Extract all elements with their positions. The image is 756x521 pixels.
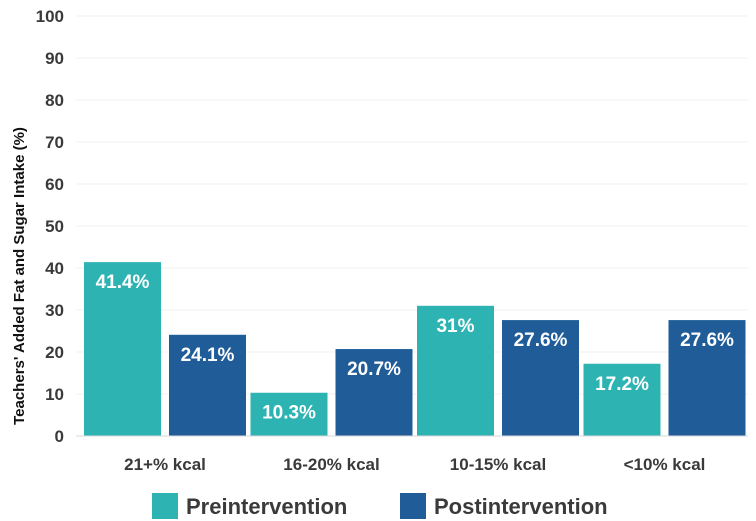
data-label: 27.6% [514,330,568,351]
x-tick-label: 10-15% kcal [450,455,546,474]
data-label: 41.4% [96,272,150,293]
y-tick-label: 40 [45,259,64,278]
x-tick-label: 21+% kcal [124,455,206,474]
legend-swatch-postintervention [400,493,426,519]
legend-label: Preintervention [186,494,347,519]
data-label: 10.3% [262,403,316,424]
data-label: 17.2% [595,374,649,395]
y-tick-label: 20 [45,343,64,362]
x-axis-categories: 21+% kcal 16-20% kcal 10-15% kcal <10% kcal [124,455,705,474]
y-tick-label: 0 [55,427,64,446]
bar-preintervention-0 [84,262,161,436]
y-tick-label: 80 [45,91,64,110]
data-label: 24.1% [181,345,235,366]
data-label: 27.6% [680,330,734,351]
y-tick-label: 60 [45,175,64,194]
y-axis-ticks: 0 10 20 30 40 50 60 70 80 90 100 [36,7,64,446]
data-label: 31% [436,316,474,337]
legend: Preintervention Postintervention [152,493,608,519]
bar-preintervention-3 [583,363,661,436]
y-tick-label: 100 [36,7,64,26]
y-axis-label: Teachers' Added Fat and Sugar Intake (%) [11,127,28,425]
x-tick-label: 16-20% kcal [283,455,379,474]
y-tick-label: 90 [45,49,64,68]
bar-preintervention-2 [417,305,494,436]
bar-postintervention-2 [502,320,579,436]
legend-label: Postintervention [434,494,608,519]
bars: 41.4% 24.1% 10.3% 20.7% 31% 27.6% 17.2% 27.6% [84,262,746,436]
y-tick-label: 10 [45,385,64,404]
bar-postintervention-0 [169,334,246,436]
bar-postintervention-1 [335,349,413,436]
y-tick-label: 70 [45,133,64,152]
y-tick-label: 30 [45,301,64,320]
y-tick-label: 50 [45,217,64,236]
bar-postintervention-3 [668,320,746,436]
x-tick-label: <10% kcal [624,455,706,474]
legend-swatch-preintervention [152,493,178,519]
data-label: 20.7% [347,359,401,380]
bar-preintervention-1 [250,392,328,436]
